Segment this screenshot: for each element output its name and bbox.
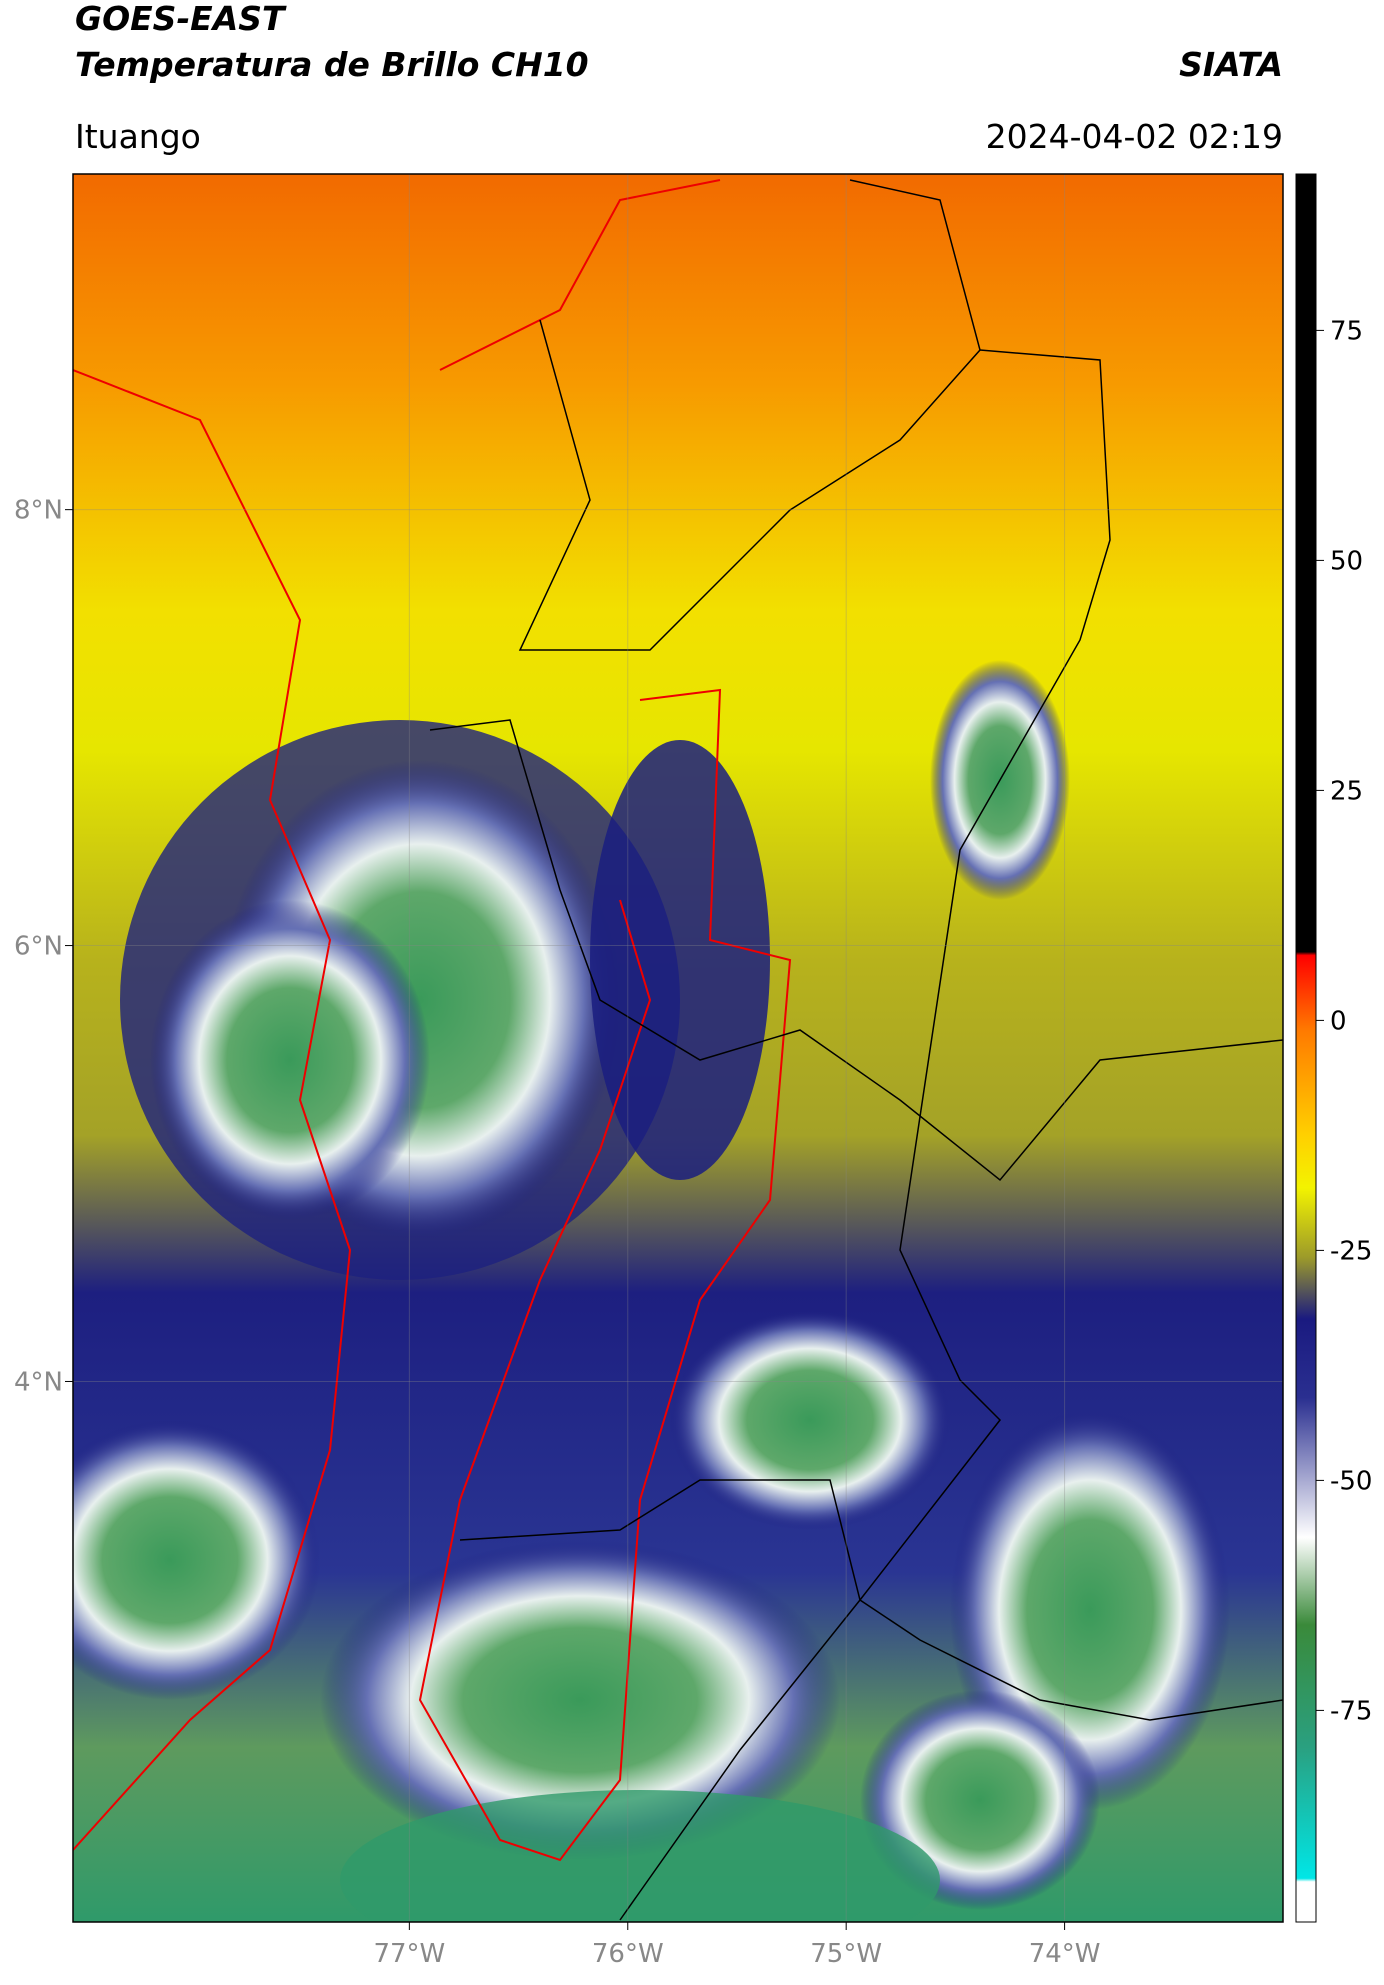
subtitle: Temperatura de Brillo CH10 [75,45,589,84]
x-tick-label: 74°W [1029,1939,1101,1969]
location: Ituango [75,117,201,156]
colorbar-tick-label: 75 [1330,316,1363,346]
x-tick-label: 76°W [592,1939,664,1969]
y-tick-label: 6°N [14,932,63,962]
title: GOES-EAST [75,0,287,38]
colorbar-tick-label: 50 [1330,546,1363,576]
colorbar-tick-label: 0 [1330,1006,1347,1036]
map-frame [72,173,1284,1923]
y-tick-label: 8°N [14,496,63,526]
datetime: 2024-04-02 02:19 [986,117,1283,156]
colorbar [1295,173,1317,1923]
x-tick-label: 77°W [373,1939,445,1969]
x-tick-label: 75°W [810,1939,882,1969]
brand: SIATA [1179,45,1283,84]
satellite-image [73,174,1283,1922]
colorbar-tick-label: -50 [1330,1466,1372,1496]
y-tick-label: 4°N [14,1367,63,1397]
colorbar-tick-label: -25 [1330,1236,1372,1266]
colorbar-tick-label: 25 [1330,776,1363,806]
colorbar-tick-label: -75 [1330,1696,1372,1726]
grid [73,174,1283,1922]
